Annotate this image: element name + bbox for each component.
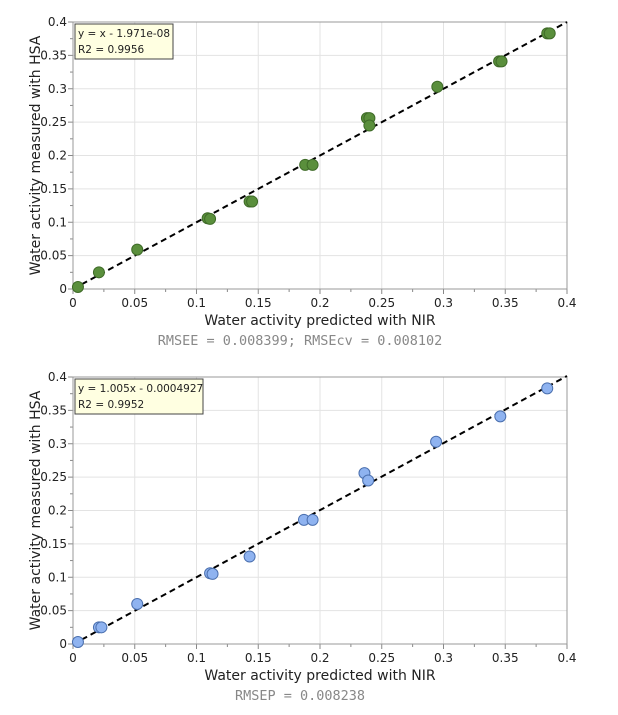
x-tick-label: 0.05 bbox=[121, 296, 148, 310]
x-tick-label: 0.1 bbox=[187, 651, 206, 665]
data-point bbox=[95, 621, 108, 634]
y-tick-label: 0 bbox=[59, 282, 67, 296]
y-tick-label: 0.3 bbox=[48, 82, 67, 96]
r2-label: R2 = 0.9956 bbox=[78, 44, 145, 56]
y-tick-label: 0.05 bbox=[40, 249, 67, 263]
data-point bbox=[71, 280, 84, 293]
data-point bbox=[543, 27, 556, 40]
x-tick-label: 0.1 bbox=[187, 296, 206, 310]
y-tick-label: 0.1 bbox=[48, 215, 67, 229]
x-tick-label: 0.4 bbox=[557, 296, 576, 310]
x-tick-label: 0.05 bbox=[121, 651, 148, 665]
x-tick-label: 0.25 bbox=[368, 296, 395, 310]
data-point bbox=[131, 597, 144, 610]
data-point bbox=[430, 435, 443, 448]
y-tick-label: 0.1 bbox=[48, 570, 67, 584]
data-point bbox=[362, 474, 375, 487]
x-axis-label: Water activity predicted with NIR bbox=[204, 668, 436, 684]
x-tick-label: 0.4 bbox=[557, 651, 576, 665]
equation-box bbox=[74, 378, 204, 415]
x-tick-label: 0.2 bbox=[310, 296, 329, 310]
regression-line bbox=[72, 21, 568, 290]
equation-box bbox=[74, 23, 174, 60]
y-tick-label: 0.25 bbox=[40, 470, 67, 484]
calibration-plot: 0 0.05 0.1 0.15 0.2 0.25 0.3 0.35 0.4 0 0.05 0.1 0.1… bbox=[28, 15, 577, 349]
x-tick-label: 0.3 bbox=[434, 651, 453, 665]
calibration-chart: 0 0.05 0.1 0.15 0.2 0.25 0.3 0.35 0.4 0 0.05 0.1 0.1… bbox=[0, 0, 618, 355]
x-axis-label: Water activity predicted with NIR bbox=[204, 313, 436, 329]
x-tick-label: 0.35 bbox=[492, 651, 519, 665]
data-point bbox=[431, 80, 444, 93]
x-tick-label: 0 bbox=[69, 651, 77, 665]
x-tick-label: 0.15 bbox=[245, 651, 272, 665]
x-tick-label: 0.3 bbox=[434, 296, 453, 310]
data-point bbox=[206, 567, 219, 580]
y-tick-label: 0.2 bbox=[48, 149, 67, 163]
data-point bbox=[71, 635, 84, 648]
data-point bbox=[495, 55, 508, 68]
x-tick-label: 0.25 bbox=[368, 651, 395, 665]
y-tick-label: 0.4 bbox=[48, 15, 67, 29]
x-tick-label: 0.35 bbox=[492, 296, 519, 310]
data-point bbox=[541, 382, 554, 395]
equation-label: y = x - 1.971e-08 bbox=[78, 28, 170, 40]
data-point bbox=[306, 513, 319, 526]
y-tick-label: 0.15 bbox=[40, 182, 67, 196]
regression-line bbox=[72, 375, 568, 646]
y-tick-label: 0 bbox=[59, 637, 67, 651]
data-point bbox=[243, 550, 256, 563]
data-point bbox=[306, 158, 319, 171]
data-point bbox=[131, 243, 144, 256]
plot-frame bbox=[72, 376, 568, 645]
plot-frame bbox=[72, 21, 568, 290]
r2-label: R2 = 0.9952 bbox=[78, 399, 144, 411]
x-tick-label: 0.2 bbox=[310, 651, 329, 665]
prediction-plot: 0 0.05 0.1 0.15 0.2 0.25 0.3 0.35 0.4 0 0.05 0.1 0.1… bbox=[28, 370, 577, 704]
y-tick-label: 0.15 bbox=[40, 537, 67, 551]
y-axis-label: Water activity measured with HSA bbox=[28, 390, 44, 630]
data-point bbox=[92, 266, 105, 279]
data-point bbox=[494, 410, 507, 423]
y-tick-label: 0.2 bbox=[48, 504, 67, 518]
y-axis-label: Water activity measured with HSA bbox=[28, 35, 44, 275]
y-tick-label: 0.25 bbox=[40, 115, 67, 129]
prediction-chart: 0 0.05 0.1 0.15 0.2 0.25 0.3 0.35 0.4 0 0.05 0.1 0.1… bbox=[0, 355, 618, 710]
data-point bbox=[204, 212, 217, 225]
equation-label: y = 1.005x - 0.0004927 bbox=[78, 383, 203, 395]
y-tick-label: 0.35 bbox=[40, 48, 67, 62]
error-metrics-label: RMSEP = 0.008238 bbox=[235, 688, 365, 704]
data-point bbox=[363, 119, 376, 132]
data-point bbox=[246, 195, 259, 208]
y-tick-label: 0.3 bbox=[48, 437, 67, 451]
x-tick-label: 0.15 bbox=[245, 296, 272, 310]
y-tick-label: 0.05 bbox=[40, 604, 67, 618]
y-tick-label: 0.35 bbox=[40, 403, 67, 417]
y-tick-label: 0.4 bbox=[48, 370, 67, 384]
error-metrics-label: RMSEE = 0.008399; RMSEcv = 0.008102 bbox=[158, 333, 442, 349]
x-tick-label: 0 bbox=[69, 296, 77, 310]
